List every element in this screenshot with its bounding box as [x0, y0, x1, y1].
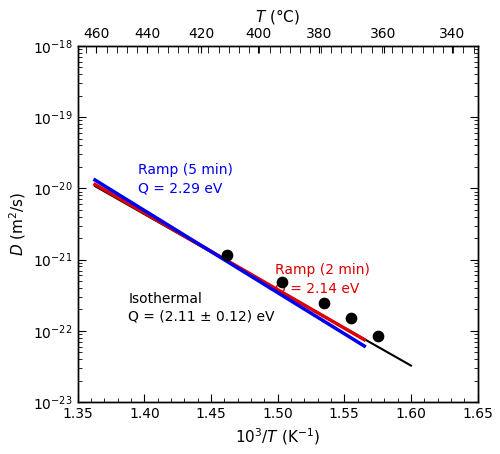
Point: [374, 333, 382, 340]
Point: [320, 299, 328, 306]
Point: [223, 251, 231, 258]
X-axis label: 10$^3$/$T$ (K$^{-1}$): 10$^3$/$T$ (K$^{-1}$): [235, 426, 320, 447]
X-axis label: $T$ (°C): $T$ (°C): [255, 7, 300, 26]
Y-axis label: $D$ (m$^2$/s): $D$ (m$^2$/s): [7, 192, 28, 256]
Point: [347, 314, 355, 321]
Text: Ramp (5 min)
Q = 2.29 eV: Ramp (5 min) Q = 2.29 eV: [138, 163, 232, 196]
Text: Ramp (2 min)
Q = 2.14 eV: Ramp (2 min) Q = 2.14 eV: [275, 263, 370, 296]
Point: [278, 279, 285, 286]
Text: Isothermal
Q = (2.11 ± 0.12) eV: Isothermal Q = (2.11 ± 0.12) eV: [128, 291, 275, 324]
